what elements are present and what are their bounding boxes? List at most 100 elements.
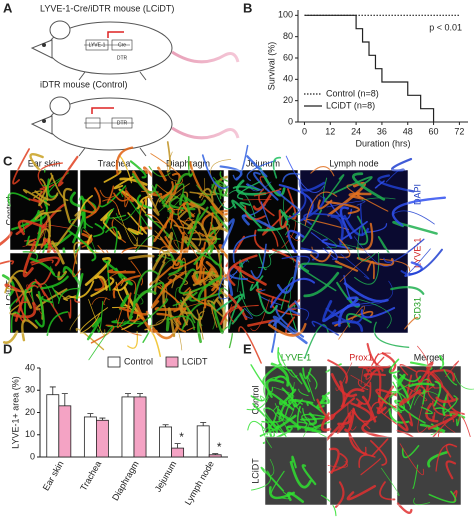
micrograph-feature [159, 246, 179, 258]
micrograph-feature [350, 409, 371, 430]
micrograph-feature [249, 275, 264, 292]
micrograph-feature [106, 259, 111, 291]
y-tick-label: 100 [278, 10, 293, 20]
micrograph-feature [404, 316, 419, 330]
micrograph-feature [396, 373, 406, 388]
micrograph-feature [346, 184, 389, 212]
column-label: Merged [414, 352, 445, 362]
micrograph-feature [137, 298, 169, 328]
bar [46, 394, 60, 458]
micrograph-feature [348, 432, 368, 456]
micrograph-feature [443, 395, 458, 414]
micrograph-feature [268, 486, 295, 500]
micrograph-feature [181, 302, 211, 331]
micrograph-feature [388, 358, 400, 374]
micrograph-feature [377, 174, 415, 193]
micrograph-feature [250, 243, 267, 279]
micrograph-feature [67, 229, 97, 262]
micrograph-feature [232, 234, 257, 263]
x-axis-label: Duration (hrs) [355, 138, 410, 148]
micrograph-feature [120, 190, 134, 203]
micrograph-feature [430, 423, 446, 432]
micrograph-feature [397, 411, 409, 432]
bar [171, 447, 185, 458]
micrograph-feature [370, 440, 388, 466]
micrograph-feature [51, 240, 65, 265]
micrograph-feature [427, 386, 446, 409]
micrograph-feature [22, 251, 38, 260]
micrograph-feature [229, 304, 259, 323]
micrograph-feature [255, 288, 290, 303]
panel-label: E [243, 341, 252, 356]
micrograph-feature [201, 154, 229, 189]
micrograph-feature [34, 290, 45, 328]
micrograph-feature [121, 246, 137, 255]
micrograph-feature [157, 254, 186, 264]
micrograph-feature [215, 298, 227, 331]
micrograph-feature [247, 420, 267, 432]
micrograph-feature [193, 244, 215, 265]
micrograph-feature [310, 166, 335, 177]
micrograph-feature [149, 266, 173, 286]
micrograph-feature [299, 262, 343, 273]
micrograph-feature [57, 270, 68, 281]
micrograph-feature [57, 155, 79, 187]
micrograph-feature [346, 301, 379, 306]
micrograph-feature [432, 411, 436, 422]
micrograph-feature [438, 354, 445, 370]
micrograph-feature [201, 178, 206, 201]
x-tick-label: Diaphragm [110, 459, 141, 502]
micrograph-feature [35, 288, 68, 311]
legend-label: LCiDT [182, 356, 208, 366]
micrograph-feature [392, 220, 438, 235]
micrograph-feature [243, 307, 253, 319]
micrograph [265, 437, 327, 505]
micrograph-feature [22, 189, 51, 206]
micrograph-feature [214, 188, 236, 210]
micrograph-feature [377, 395, 402, 414]
micrograph-feature [6, 287, 33, 294]
micrograph-border [299, 169, 409, 251]
micrograph-feature [281, 212, 289, 226]
micrograph-feature [115, 267, 124, 282]
micrograph-feature [232, 185, 261, 191]
micrograph-feature [258, 254, 272, 269]
bar [159, 426, 172, 458]
row-label: Control [250, 385, 260, 414]
micrograph-feature [182, 268, 199, 283]
stain-label: CD31 [412, 297, 422, 320]
x-tick-label: 48 [403, 126, 413, 136]
error-bar [212, 453, 219, 455]
x-tick-label: Trachea [78, 459, 103, 492]
micrograph-border [9, 169, 79, 251]
micrograph-feature [250, 298, 270, 332]
micrograph-feature [284, 400, 303, 416]
micrograph-feature [213, 296, 225, 331]
micrograph-feature [185, 196, 206, 207]
micrograph-feature [408, 382, 435, 388]
micrograph-feature [133, 244, 167, 263]
micrograph-feature [360, 458, 381, 476]
micrograph-feature [151, 250, 171, 271]
micrograph-feature [190, 201, 221, 229]
micrograph-feature [408, 412, 413, 427]
micrograph-feature [153, 211, 175, 243]
micrograph-feature [347, 402, 357, 431]
micrograph-feature [113, 282, 129, 292]
micrograph-feature [302, 367, 312, 380]
micrograph-feature [306, 375, 315, 402]
micrograph-feature [363, 373, 386, 378]
row-label: Control [4, 196, 14, 225]
column-label: LYVE-1 [281, 352, 311, 362]
micrograph-feature [171, 275, 178, 289]
micrograph-feature [36, 283, 55, 309]
micrograph-feature [277, 347, 293, 372]
micrograph-feature [126, 292, 142, 322]
micrograph-feature [81, 230, 93, 248]
micrograph-feature [223, 271, 238, 280]
micrograph-feature [111, 320, 144, 325]
micrograph-feature [341, 388, 365, 408]
micrograph-feature [166, 315, 195, 331]
micrograph-feature [272, 315, 308, 345]
micrograph-feature [88, 299, 106, 336]
